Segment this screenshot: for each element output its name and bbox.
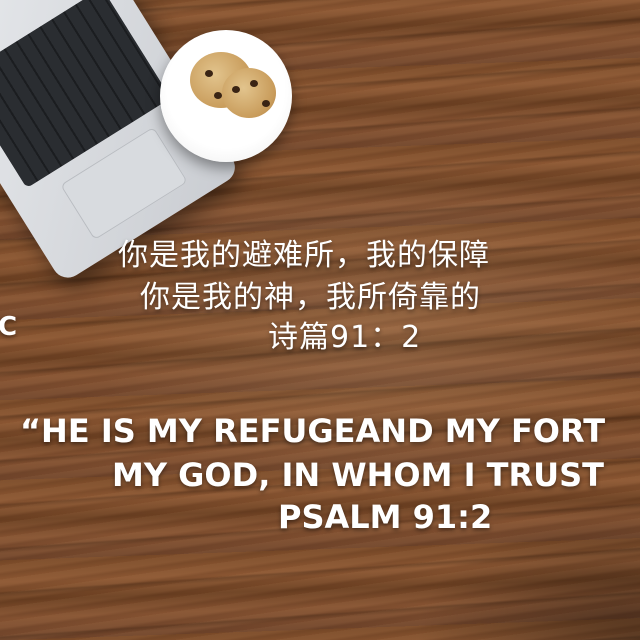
- chocolate-chip: [232, 86, 240, 93]
- english-verse-reference: PSALM 91:2: [278, 498, 493, 536]
- chocolate-chip: [205, 70, 213, 77]
- chocolate-chip: [262, 100, 270, 107]
- chinese-verse-line-2: 你是我的神，我所倚靠的: [140, 280, 481, 315]
- english-verse-line-1: “HE IS MY REFUGEAND MY FORT: [20, 412, 606, 450]
- english-verse-line-2: MY GOD, IN WHOM I TRUST: [112, 456, 604, 494]
- chinese-verse-reference: 诗篇91：2: [268, 320, 422, 355]
- chinese-verse-line-1: 你是我的避难所，我的保障: [118, 238, 490, 273]
- cookie: [222, 68, 276, 118]
- edge-mark: C: [0, 312, 18, 342]
- chocolate-chip: [250, 80, 258, 87]
- chocolate-chip: [214, 92, 222, 99]
